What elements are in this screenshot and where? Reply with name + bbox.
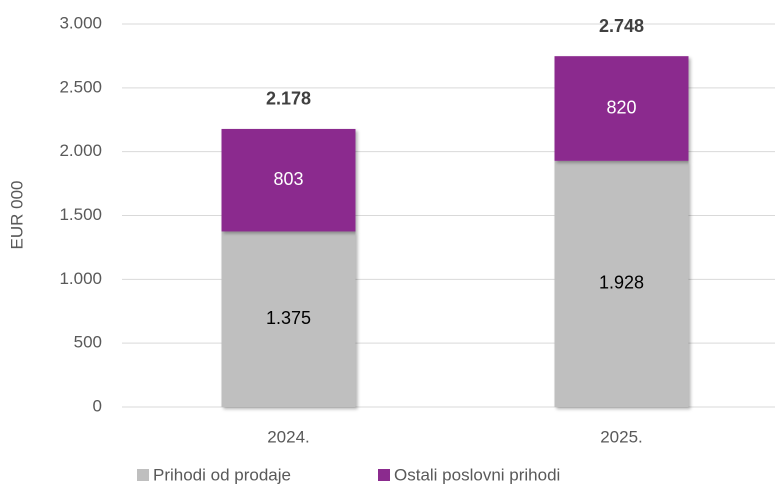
data-label: 1.375 — [266, 308, 311, 328]
bar-segment — [554, 160, 689, 407]
legend-swatch — [378, 469, 390, 481]
data-label: 820 — [606, 97, 636, 117]
total-label: 2.748 — [599, 16, 644, 36]
y-tick-label: 0 — [93, 396, 102, 415]
data-label: 803 — [273, 169, 303, 189]
y-tick-label: 1.500 — [59, 205, 102, 224]
y-tick-label: 1.000 — [59, 269, 102, 288]
bar-segment — [554, 56, 689, 161]
y-axis-label: EUR 000 — [7, 181, 26, 250]
y-tick-label: 500 — [74, 333, 102, 352]
legend-label: Ostali poslovni prihodi — [394, 465, 560, 484]
x-tick-label: 2024. — [267, 427, 310, 446]
legend-swatch — [137, 469, 149, 481]
bar-segment — [221, 128, 356, 232]
bar-segment — [221, 231, 356, 407]
total-label: 2.178 — [266, 89, 311, 109]
y-tick-label: 2.000 — [59, 141, 102, 160]
y-tick-label: 3.000 — [59, 13, 102, 32]
legend-label: Prihodi od prodaje — [153, 465, 291, 484]
x-tick-label: 2025. — [600, 427, 643, 446]
y-tick-label: 2.500 — [59, 77, 102, 96]
data-label: 1.928 — [599, 273, 644, 293]
